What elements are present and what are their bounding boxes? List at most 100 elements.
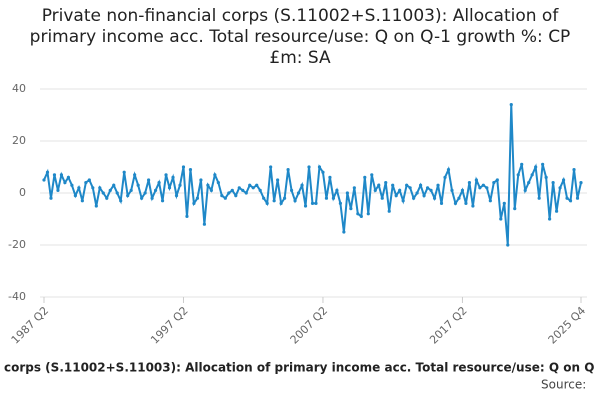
point: [147, 178, 151, 182]
point: [415, 191, 419, 195]
point: [244, 191, 248, 195]
point: [77, 186, 81, 190]
point: [150, 196, 154, 200]
point: [129, 188, 133, 192]
point: [349, 207, 353, 211]
point: [541, 162, 545, 166]
point: [192, 201, 196, 205]
point: [164, 173, 168, 177]
point: [199, 178, 203, 182]
point: [105, 196, 109, 200]
point: [98, 186, 102, 190]
point: [579, 181, 583, 185]
point: [248, 183, 252, 187]
point: [551, 181, 555, 185]
point: [255, 183, 259, 187]
point: [554, 209, 559, 213]
footer-title: corps (S.11002+S.11003): Allocation of p…: [4, 361, 594, 375]
point: [112, 183, 116, 187]
point: [558, 186, 562, 190]
point: [405, 183, 409, 187]
y-tick-label: 20: [12, 134, 26, 147]
point: [328, 175, 332, 179]
point: [377, 183, 381, 187]
point: [223, 196, 227, 200]
point: [366, 212, 370, 216]
point: [140, 196, 144, 200]
point: [49, 196, 53, 200]
point: [401, 199, 405, 203]
point: [70, 183, 74, 187]
point: [432, 196, 437, 200]
series-line: [43, 104, 582, 246]
point: [485, 186, 489, 190]
point: [356, 212, 360, 216]
point: [185, 214, 189, 218]
point: [412, 196, 416, 200]
point: [391, 183, 395, 187]
point: [279, 201, 283, 205]
point: [359, 214, 363, 218]
point: [234, 194, 238, 198]
point: [283, 196, 287, 200]
point: [115, 191, 119, 195]
point: [42, 178, 46, 182]
point: [429, 188, 433, 192]
point: [286, 168, 290, 172]
point: [425, 186, 430, 190]
point: [422, 194, 426, 198]
point: [300, 183, 304, 187]
point: [478, 186, 482, 190]
x-tick-label: 1987 Q2: [9, 304, 52, 347]
point: [91, 186, 95, 190]
point: [370, 173, 374, 177]
point: [321, 170, 325, 174]
point: [171, 175, 175, 179]
point: [408, 186, 412, 190]
point: [331, 196, 336, 200]
point: [561, 178, 566, 182]
y-tick-label: 0: [19, 186, 26, 199]
point: [450, 188, 454, 192]
point: [523, 188, 527, 192]
point: [342, 230, 346, 234]
point: [565, 196, 569, 200]
point: [296, 191, 301, 195]
point: [276, 178, 280, 182]
point: [568, 199, 573, 203]
y-tick-label: -20: [8, 238, 26, 251]
point: [310, 201, 315, 205]
point: [467, 181, 472, 185]
point: [157, 181, 161, 185]
point: [237, 186, 241, 190]
point: [418, 183, 423, 187]
point: [352, 186, 356, 190]
point: [520, 162, 524, 166]
point: [460, 188, 465, 192]
point: [265, 201, 269, 205]
point: [101, 191, 105, 195]
point: [572, 168, 576, 172]
point: [492, 181, 496, 185]
point: [84, 181, 88, 185]
x-tick-label: 2025 Q4: [546, 304, 589, 347]
point: [241, 188, 245, 192]
point: [513, 207, 517, 211]
x-tick-label: 2007 Q2: [288, 304, 331, 347]
point: [251, 186, 255, 190]
point: [272, 199, 276, 203]
point: [303, 204, 308, 208]
point: [506, 243, 510, 247]
point: [181, 165, 186, 169]
point: [73, 194, 77, 198]
point: [87, 178, 91, 182]
point: [335, 188, 339, 192]
point: [202, 222, 207, 226]
point: [136, 183, 140, 187]
point: [548, 217, 552, 221]
point: [363, 175, 367, 179]
point: [474, 178, 478, 182]
point: [258, 188, 262, 192]
point: [293, 199, 297, 203]
